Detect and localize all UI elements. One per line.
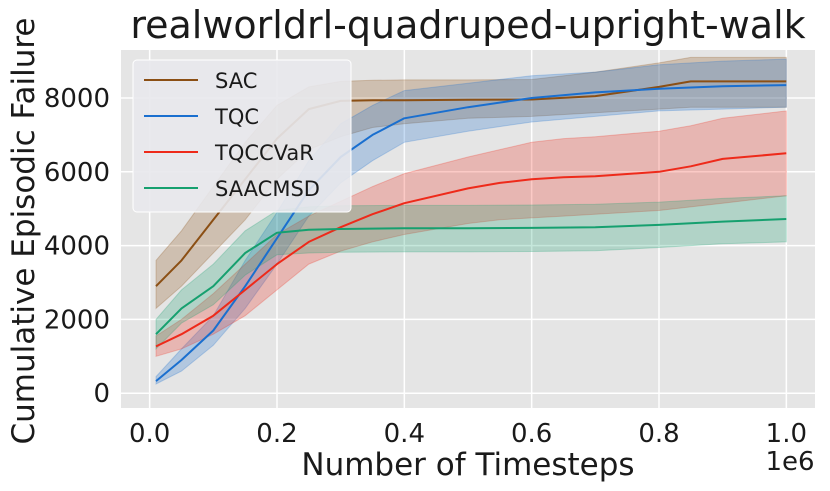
legend-label-tqccvar: TQCCVaR — [214, 141, 314, 165]
x-tick-label: 0.8 — [638, 419, 679, 449]
legend-box — [132, 59, 352, 213]
chart-title: realworldrl-quadruped-upright-walk — [130, 3, 805, 47]
y-tick-label: 0 — [93, 379, 110, 409]
x-axis-label: Number of Timesteps — [301, 447, 634, 483]
y-tick-labels: 0 2000 4000 6000 8000 — [44, 84, 110, 409]
line-saacmsd — [155, 218, 787, 335]
y-tick-label: 2000 — [44, 305, 110, 335]
x-axis-offset-label: 1e6 — [765, 447, 814, 477]
y-tick-label: 8000 — [44, 84, 110, 114]
x-tick-label: 0.4 — [384, 419, 425, 449]
legend-label-sac: SAC — [215, 69, 257, 93]
legend-label-tqc: TQC — [214, 105, 259, 129]
x-tick-label: 0.6 — [511, 419, 552, 449]
legend: SAC TQC TQCCVaR SAACMSD — [132, 59, 352, 213]
y-tick-label: 6000 — [44, 158, 110, 188]
legend-label-saacmsd: SAACMSD — [215, 177, 320, 201]
x-tick-labels: 0.0 0.2 0.4 0.6 0.8 1.0 — [129, 419, 807, 449]
y-axis-label: Cumulative Episodic Failure — [6, 18, 42, 445]
line-tqc — [155, 84, 787, 382]
x-tick-label: 1.0 — [766, 419, 807, 449]
x-tick-label: 0.2 — [256, 419, 297, 449]
x-tick-label: 0.0 — [129, 419, 170, 449]
line-tqccvar — [155, 152, 787, 348]
y-tick-label: 4000 — [44, 232, 110, 262]
